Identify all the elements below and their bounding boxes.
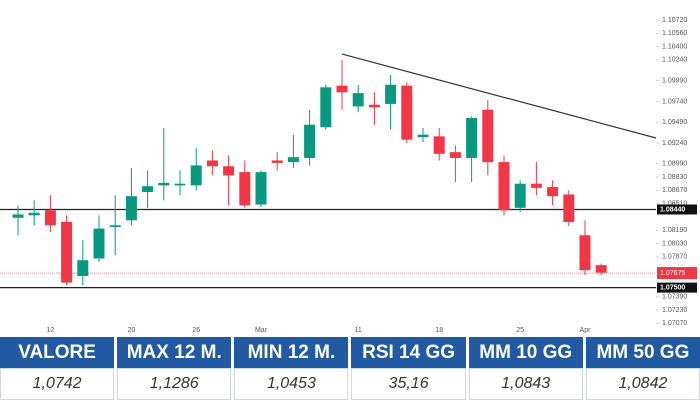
candle-body: [547, 187, 559, 197]
y-tick-label: 1.10560: [662, 30, 687, 37]
x-tick-label: 20: [128, 327, 136, 334]
candle-body: [142, 186, 154, 193]
y-tick-label: 1.09740: [662, 98, 687, 105]
level-badge: [657, 204, 697, 215]
y-tick-label: 1.10400: [662, 43, 687, 50]
y-tick-label: 1.07390: [662, 294, 687, 301]
y-tick-label: 1.08030: [662, 240, 687, 247]
candle-body: [125, 196, 137, 221]
table-header: MIN 12 M.: [234, 337, 349, 368]
current-price-label: 1.07675: [660, 270, 685, 277]
candle-body: [579, 235, 591, 271]
candle-body: [271, 160, 283, 163]
candle-body: [352, 93, 364, 107]
candle-body: [206, 160, 218, 167]
candle-body: [336, 85, 348, 93]
table-header: MM 10 GG: [468, 337, 583, 368]
y-tick-label: 1.08670: [662, 187, 687, 194]
stats-table: VALORE MAX 12 M. MIN 12 M. RSI 14 GG MM 10 G…: [0, 337, 700, 400]
table-header: MM 50 GG: [585, 337, 700, 368]
x-tick-label: Mar: [255, 327, 268, 334]
current-price-badge: [657, 267, 697, 280]
trendline: [341, 53, 657, 139]
level-badge: [657, 282, 697, 293]
y-tick-label: 1.09240: [662, 140, 687, 147]
candle-body: [385, 84, 397, 104]
y-tick-label: 1.07230: [662, 307, 687, 314]
candle-body: [109, 225, 121, 227]
chart: 1.10720 1.10560 1.10400 1.10240 1.09990 1.097…: [0, 17, 697, 334]
candle-body: [368, 104, 380, 108]
table-value: 1,0453: [234, 368, 349, 400]
candle-body: [44, 210, 56, 226]
x-tick-label: 26: [192, 327, 200, 334]
y-tick-label: 1.08510: [662, 201, 687, 208]
x-tick-label: 18: [435, 327, 443, 334]
candle-body: [449, 152, 461, 158]
candle-body: [401, 85, 413, 140]
table-header: MAX 12 M.: [117, 337, 232, 368]
level-label: 1.07500: [660, 284, 685, 291]
candle-body: [498, 162, 510, 211]
table-header: RSI 14 GG: [351, 337, 466, 368]
candle-body: [514, 183, 526, 208]
candle-body: [255, 172, 267, 205]
y-tick-label: 1.08830: [662, 174, 687, 181]
table-value: 1,0843: [468, 368, 583, 400]
candle-body: [61, 221, 73, 283]
y-tick-label: 1.09490: [662, 119, 687, 126]
candle-body: [77, 260, 89, 276]
y-tick-label: 1.08190: [662, 227, 687, 234]
x-tick-label: 11: [355, 327, 362, 334]
y-tick-label: 1.07070: [662, 320, 687, 327]
candle-body: [482, 109, 494, 163]
x-tick-label: Apr: [580, 327, 592, 334]
y-tick-label: 1.10240: [662, 57, 687, 64]
candle-body: [595, 265, 607, 273]
candle-body: [287, 157, 299, 163]
candle-body: [174, 183, 186, 186]
table-value: 35,16: [351, 368, 466, 400]
candle-body: [304, 124, 316, 158]
candle-body: [28, 212, 40, 216]
y-tick-label: 1.10720: [662, 17, 687, 24]
candle-body: [12, 214, 24, 218]
y-tick-label: 1.08990: [662, 161, 687, 168]
table-value: 1,0842: [585, 368, 700, 400]
candle-body: [190, 165, 202, 186]
x-tick-label: 12: [47, 327, 55, 334]
candle-body: [417, 134, 429, 138]
table-value: 1,1286: [117, 368, 232, 400]
y-tick-label: 1.09990: [662, 77, 687, 84]
candle-body: [158, 182, 170, 186]
candle-body: [239, 172, 251, 206]
table-value: 1,0742: [0, 368, 115, 400]
candle-body: [563, 194, 575, 222]
candle-body: [93, 228, 105, 259]
candle-body: [320, 87, 332, 128]
candle-body: [466, 118, 478, 158]
level-label: 1.08440: [660, 206, 685, 213]
candle-body: [530, 183, 542, 188]
x-tick-label: 25: [516, 327, 524, 334]
candle-body: [223, 166, 235, 176]
y-tick-label: 1.07870: [662, 254, 687, 261]
candle-body: [433, 136, 445, 154]
table-header: VALORE: [0, 337, 115, 368]
